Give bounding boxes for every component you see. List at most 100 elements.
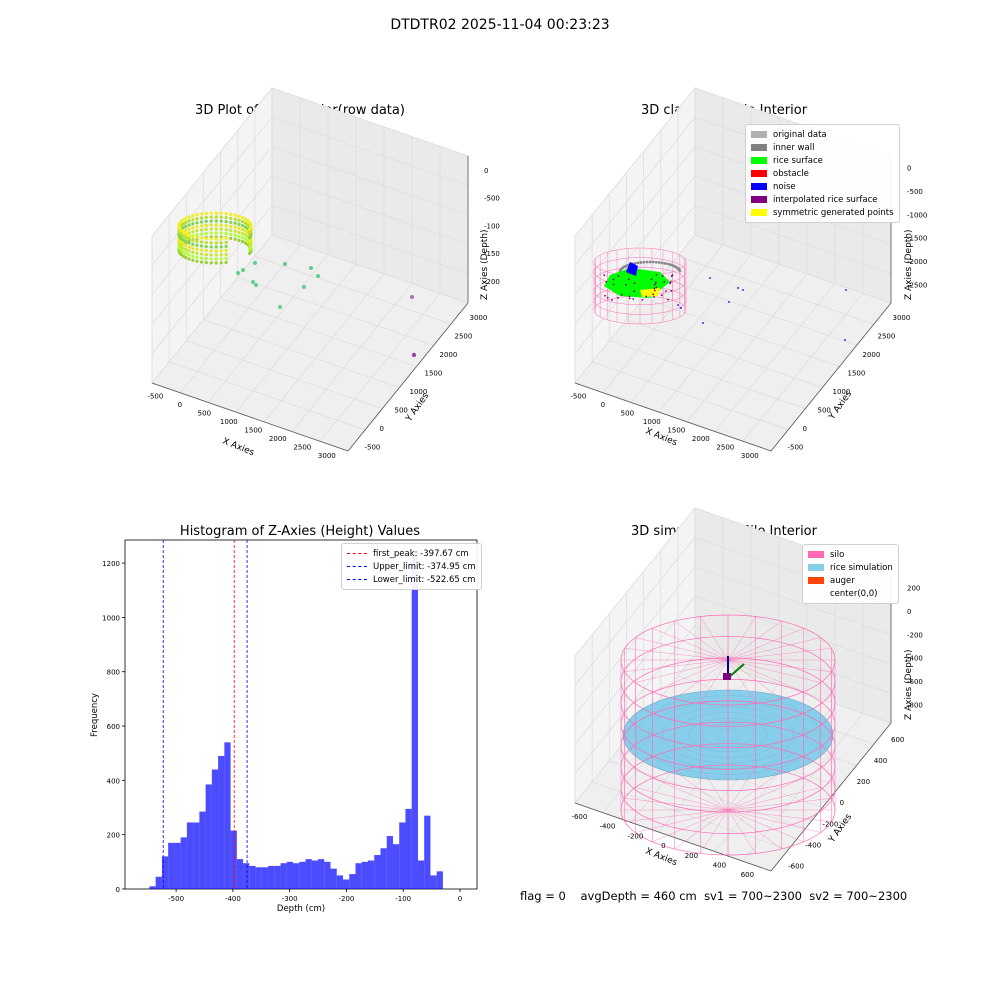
histogram-bar [356,863,362,889]
footer-avg-depth: avgDepth = 460 cm [580,889,696,903]
x-tick-label: -100 [395,895,411,903]
histogram-bar [318,859,324,889]
panel4-legend-label: rice simulation [830,563,893,573]
histogram-bar [399,822,405,889]
histogram-bar [199,812,205,889]
histogram-bar [193,822,199,889]
footer-flag: flag = 0 [520,889,566,903]
histogram-legend-line [347,579,367,580]
histogram-chart: -500 -400 -300 -200 -100 0 0 200 400 600 800 1000 12… [0,0,500,930]
histogram-legend-item: Lower_limit: -522.65 cm [347,573,476,586]
y-tick-label: 600 [107,723,120,731]
histogram-bar [312,860,318,889]
footer-sv2: sv2 = 700~2300 [809,889,907,903]
histogram-bar [168,843,174,889]
histogram-bar [299,862,305,889]
histogram-bar [274,866,280,889]
x-tick-label: 600 [741,871,754,879]
histogram-bar [174,843,180,889]
panel4-legend-swatch [808,551,824,558]
y-tick-label: -600 [788,863,804,871]
auger-marker [723,673,731,680]
x-tick-label: -500 [168,895,184,903]
histogram-bar [293,863,299,889]
histogram-legend-label: Lower_limit: -522.65 cm [373,575,475,585]
histogram-bar [349,874,355,889]
histogram-bar [306,859,312,889]
histogram-bar [393,844,399,889]
histogram-bar [362,862,368,889]
histogram-ylabel: Frequency [90,693,100,737]
histogram-bar [387,836,393,889]
histogram-legend-line [347,566,367,567]
panel4-legend-item: center(0,0) [808,587,893,600]
histogram-legend-item: first_peak: -397.67 cm [347,547,476,560]
x-tick-label: 0 [458,895,462,903]
histogram-bar [343,879,349,889]
panel4-legend-item: silo [808,548,893,561]
footer-sv1: sv1 = 700~2300 [704,889,802,903]
panel4-legend-item: auger [808,574,893,587]
histogram-bar [412,555,418,889]
x-tick-label: -200 [338,895,354,903]
panel4-legend: silo rice simulation auger center(0,0) [802,544,899,604]
x-tick-label: 200 [685,852,698,860]
histogram-bar [287,862,293,889]
panel4-ylabel: Y Axies [827,812,855,845]
y-tick-label: 1000 [102,614,120,622]
histogram-bar [224,742,230,889]
histogram-bar [324,862,330,889]
y-tick-label: 0 [116,886,120,894]
histogram-bar [218,756,224,889]
panel4-zlabel: Z Axies (Depth) [904,649,914,720]
histogram-bar [243,863,249,889]
panel4-legend-swatch [808,577,824,584]
histogram-bar [437,871,443,889]
panel4-legend-label: auger [830,576,855,586]
x-tick-label: -300 [282,895,298,903]
histogram-bar [418,860,424,889]
z-tick-label: 0 [907,608,911,616]
histogram-bar [256,867,262,889]
z-tick-label: -200 [907,631,923,639]
z-tick-label: 200 [907,585,920,593]
histogram-bar [156,877,162,889]
x-tick-label: -400 [225,895,241,903]
histogram-bar [430,875,436,889]
panel4-legend-swatch [808,564,824,571]
histogram-bar [380,848,386,889]
histogram-bar [374,855,380,889]
x-tick-label: 0 [661,842,665,850]
status-footer: flag = 0 avgDepth = 460 cm sv1 = 700~230… [520,889,907,903]
y-tick-label: 400 [874,757,887,765]
histogram-bar [181,837,187,889]
y-tick-label: 400 [107,777,120,785]
panel4-legend-label: silo [830,550,844,560]
histogram-bar [331,869,337,889]
y-tick-label: 0 [840,799,844,807]
histogram-bar [337,875,343,889]
histogram-bar [368,860,374,889]
histogram-legend-label: first_peak: -397.67 cm [373,549,469,559]
histogram-bar [262,867,268,889]
y-tick-label: 200 [857,778,870,786]
x-tick-label: 400 [713,861,726,869]
histogram-bar [187,822,193,889]
y-tick-label: 200 [107,832,120,840]
histogram-bar [424,816,430,889]
histogram-bar [237,859,243,889]
x-tick-label: -600 [571,813,587,821]
y-tick-label: 800 [107,669,120,677]
histogram-bar [249,866,255,889]
histogram-bar [405,809,411,889]
histogram-legend-line [347,553,367,554]
histogram-bar [149,886,155,889]
histogram-bar [268,866,274,889]
histogram-legend-item: Upper_limit: -374.95 cm [347,560,476,573]
histogram-legend-label: Upper_limit: -374.95 cm [373,562,476,572]
histogram-legend: first_peak: -397.67 cm Upper_limit: -374.… [341,543,482,590]
histogram-bar [231,831,237,889]
panel4-legend-item: rice simulation [808,561,893,574]
histogram-xlabel: Depth (cm) [277,904,325,914]
histogram-bar [206,784,212,889]
